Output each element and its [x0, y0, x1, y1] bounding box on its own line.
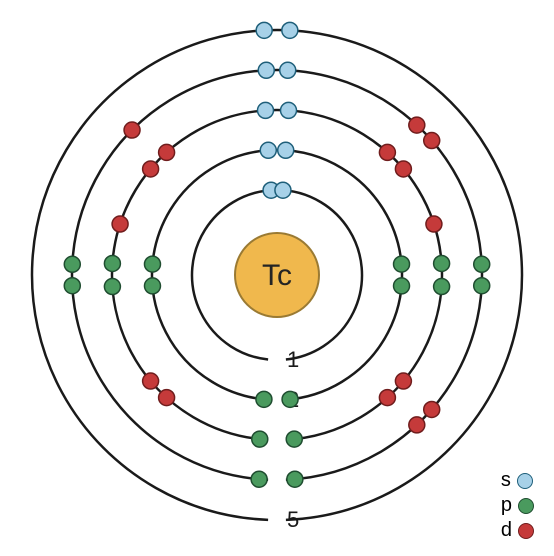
electron-d	[159, 390, 175, 406]
electron-p	[474, 278, 490, 294]
electron-d	[409, 417, 425, 433]
shell-label-1: 1	[287, 347, 299, 372]
electron-p	[64, 256, 80, 272]
electron-d	[379, 390, 395, 406]
electron-p	[104, 255, 120, 271]
legend-dot-p	[518, 498, 534, 514]
legend-label-s: s	[501, 469, 511, 492]
electron-p	[434, 255, 450, 271]
electron-s	[256, 22, 272, 38]
legend-row-d: d	[501, 519, 534, 542]
electron-s	[278, 142, 294, 158]
electron-d	[112, 216, 128, 232]
electron-d	[424, 133, 440, 149]
legend-label-p: p	[501, 494, 512, 517]
electron-p	[144, 278, 160, 294]
legend-row-p: p	[501, 494, 534, 517]
electron-p	[286, 431, 302, 447]
electron-s	[282, 22, 298, 38]
legend-row-s: s	[501, 469, 534, 492]
electron-d	[379, 144, 395, 160]
electron-d	[159, 144, 175, 160]
electron-d	[424, 401, 440, 417]
legend-label-d: d	[501, 519, 512, 542]
electron-p	[251, 471, 267, 487]
electron-d	[395, 373, 411, 389]
electron-s	[260, 142, 276, 158]
electron-p	[252, 431, 268, 447]
electron-p	[282, 391, 298, 407]
legend: spd	[501, 469, 534, 544]
electron-s	[275, 182, 291, 198]
electron-p	[256, 391, 272, 407]
electron-p	[144, 256, 160, 272]
electron-s	[257, 102, 273, 118]
shell-label-5: 5	[287, 507, 299, 532]
electron-d	[124, 122, 140, 138]
electron-p	[64, 278, 80, 294]
electron-p	[474, 256, 490, 272]
atom-diagram: 12345Tc	[0, 0, 554, 556]
electron-d	[409, 117, 425, 133]
legend-dot-d	[518, 523, 534, 539]
electron-d	[395, 161, 411, 177]
electron-p	[434, 279, 450, 295]
electron-p	[394, 256, 410, 272]
electron-s	[281, 102, 297, 118]
electron-d	[143, 373, 159, 389]
element-symbol: Tc	[262, 259, 292, 292]
electron-p	[394, 278, 410, 294]
electron-s	[280, 62, 296, 78]
electron-d	[426, 216, 442, 232]
electron-p	[104, 279, 120, 295]
electron-p	[287, 471, 303, 487]
legend-dot-s	[517, 473, 533, 489]
electron-s	[258, 62, 274, 78]
electron-d	[143, 161, 159, 177]
